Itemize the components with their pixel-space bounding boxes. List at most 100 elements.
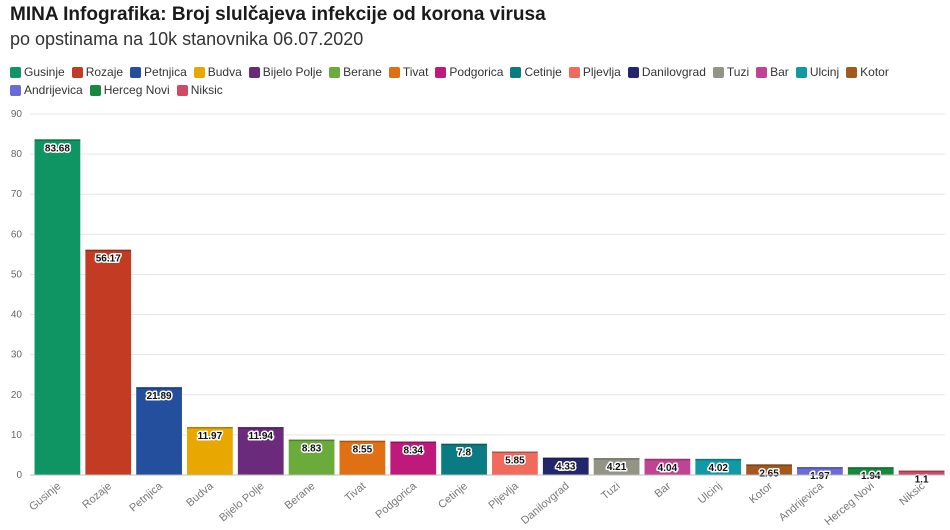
legend-label: Niksic — [190, 83, 223, 97]
legend-swatch — [193, 66, 205, 78]
legend-swatch — [248, 66, 260, 78]
legend-item[interactable]: Pljevlja — [568, 65, 621, 79]
x-tick-label: Ulcinj — [696, 480, 724, 506]
x-tick-label: Petnjica — [127, 480, 165, 515]
data-label-halo: 11.97 — [198, 431, 223, 442]
legend-item[interactable]: Tivat — [388, 65, 429, 79]
bar-top-edge — [847, 467, 894, 469]
legend-item[interactable]: Gusinje — [10, 65, 65, 79]
bar — [797, 467, 843, 475]
bar — [593, 458, 640, 475]
data-label: 1.97 — [810, 471, 830, 482]
x-tick-label: Podgorica — [374, 480, 420, 522]
bar — [492, 451, 538, 475]
bar-top-edge — [542, 457, 589, 460]
legend-item[interactable]: Cetinje — [510, 65, 562, 79]
x-tick-label: Herceg Novi — [823, 480, 877, 528]
legend-item[interactable]: Rozaje — [71, 65, 124, 79]
data-label: 7.8 — [457, 448, 471, 459]
data-label-halo: 21.89 — [147, 391, 172, 402]
bar — [288, 439, 335, 475]
bar-top-edge — [390, 441, 437, 444]
bar-top-edge — [237, 427, 284, 429]
legend-item[interactable]: Herceg Novi — [89, 83, 170, 97]
x-tick-label: Rozaje — [80, 480, 114, 511]
legend-item[interactable]: Podgorica — [435, 65, 503, 79]
legend-swatch — [71, 66, 83, 78]
legend-swatch — [756, 66, 768, 78]
bar — [136, 387, 182, 475]
data-label-halo: 8.55 — [353, 445, 373, 456]
data-label: 8.55 — [353, 445, 373, 456]
legend-label: Ulcinj — [809, 65, 840, 79]
data-label: 11.94 — [249, 431, 274, 442]
data-label: 5.85 — [505, 456, 525, 467]
bar — [441, 443, 487, 475]
y-tick-label: 90 — [11, 109, 23, 120]
legend-label: Gusinje — [24, 65, 65, 79]
legend-label: Podgorica — [449, 65, 504, 79]
bar-top-edge — [136, 387, 182, 389]
bar — [695, 458, 742, 475]
bar — [85, 249, 132, 475]
bar-top-edge — [644, 458, 691, 461]
legend-item[interactable]: Tuzi — [712, 65, 749, 79]
legend-swatch — [89, 84, 101, 96]
bar — [34, 139, 81, 475]
bar-top-edge — [288, 439, 335, 442]
legend-item[interactable]: Petnjica — [130, 65, 187, 79]
data-label-halo: 5.85 — [505, 456, 525, 467]
data-label-halo: 4.33 — [556, 462, 576, 473]
legend-label: Berane — [343, 65, 382, 79]
legend-swatch — [10, 84, 21, 96]
data-label: 4.02 — [709, 463, 729, 474]
legend-item[interactable]: Danilovgrad — [627, 65, 706, 79]
bar-top-edge — [695, 458, 742, 461]
x-tick-label: Andrijevica — [777, 480, 827, 524]
y-tick-label: 0 — [16, 470, 22, 481]
bar-top-edge — [593, 458, 640, 460]
legend-item[interactable]: Niksic — [176, 83, 223, 97]
x-tick-label: Bijelo Polje — [217, 480, 266, 524]
bar — [390, 441, 437, 475]
x-tick-label: Gusinje — [27, 480, 63, 513]
bar-top-edge — [492, 451, 538, 454]
legend-item[interactable]: Andrijevica — [10, 83, 83, 97]
x-tick-label: Pljevlja — [486, 480, 521, 512]
chart-title: MINA Infografika: Broj slulčajeva infekc… — [10, 4, 546, 25]
legend-item[interactable]: Ulcinj — [795, 65, 840, 79]
data-label-halo: 1.97 — [810, 471, 830, 482]
legend-item[interactable]: Kotor — [846, 65, 889, 79]
legend-swatch — [388, 66, 400, 78]
data-label-halo: 83.68 — [45, 143, 70, 154]
legend-label: Petnjica — [144, 65, 187, 79]
legend-item[interactable]: Bar — [756, 65, 789, 79]
legend-swatch — [435, 66, 447, 78]
data-label-halo: 4.04 — [658, 463, 678, 474]
legend-label: Bar — [770, 65, 789, 79]
y-tick-label: 40 — [11, 310, 23, 321]
legend-label: Tivat — [402, 65, 429, 79]
bar-top-edge — [339, 440, 386, 443]
x-tick-label: Tuzi — [599, 480, 622, 502]
legend-item[interactable]: Budva — [193, 65, 242, 79]
data-label: 2.65 — [759, 468, 779, 479]
bar-top-edge — [187, 426, 233, 429]
legend-label: Budva — [207, 65, 242, 79]
bar-top-edge — [85, 249, 132, 252]
legend-swatch — [795, 66, 807, 78]
legend-item[interactable]: Berane — [329, 65, 382, 79]
bar-top-edge — [34, 139, 81, 141]
legend-label: Kotor — [860, 65, 889, 79]
x-tick-label: Budva — [184, 480, 216, 510]
data-label-halo: 4.21 — [607, 462, 627, 473]
data-label-halo: 8.83 — [302, 444, 322, 455]
x-tick-label: Cetinje — [436, 480, 470, 511]
legend-label: Rozaje — [85, 65, 124, 79]
legend-swatch — [568, 66, 580, 78]
data-label: 1.1 — [915, 475, 929, 486]
legend-item[interactable]: Bijelo Polje — [248, 65, 322, 79]
legend-label: Herceg Novi — [103, 83, 170, 97]
y-tick-label: 10 — [11, 430, 23, 441]
bar — [339, 440, 386, 475]
